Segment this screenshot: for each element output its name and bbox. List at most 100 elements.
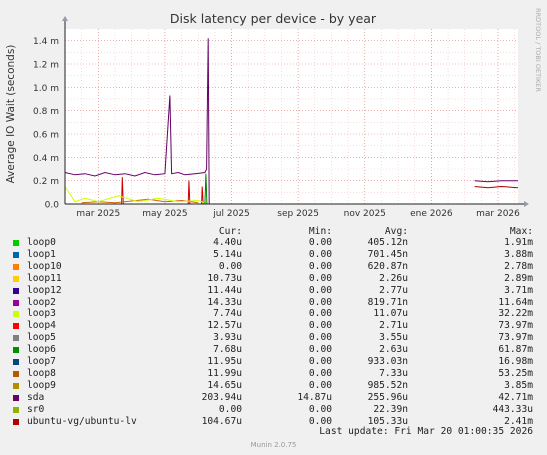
- legend-cur: 11.99u: [207, 367, 242, 379]
- legend-min: 0.00: [308, 308, 332, 320]
- legend-cur: 12.57u: [207, 320, 242, 332]
- series-line-loop6: [204, 173, 208, 205]
- legend-cur: 4.40u: [213, 237, 242, 248]
- series-line-loop4: [121, 177, 204, 205]
- legend-row: loop1 5.14u 0.00 701.45n 3.88m: [0, 249, 547, 261]
- legend-name: ubuntu-vg/ubuntu-lv: [27, 415, 137, 427]
- legend-row: ubuntu-vg/ubuntu-lv 104.67u 0.00 105.33u 2.4…: [0, 416, 547, 428]
- legend-cur: 104.67u: [201, 415, 242, 427]
- legend-cur: 0.00: [218, 260, 242, 272]
- chart-title: Disk latency per device - by year: [170, 11, 377, 26]
- legend-avg: 985.52n: [367, 379, 408, 391]
- legend-swatch: [13, 382, 19, 389]
- legend-min: 0.00: [308, 415, 332, 427]
- legend-min: 14.87u: [297, 391, 332, 403]
- side-label: RRDTOOL / TOBI OETIKER: [534, 8, 542, 92]
- legend-swatch: [13, 251, 19, 258]
- series-line-ubuntu-vg-ubuntu-lv: [474, 185, 519, 189]
- legend-swatch: [13, 311, 19, 318]
- legend-name: loop10: [27, 260, 62, 272]
- legend-cur: 11.44u: [207, 284, 242, 296]
- x-tick-label: may 2025: [142, 209, 187, 219]
- y-tick-label: 1.4 m: [33, 37, 59, 47]
- legend-row: loop10 0.00 0.00 620.87n 2.78m: [0, 261, 547, 273]
- legend-row: sr0 0.00 0.00 22.39n 443.33u: [0, 404, 547, 416]
- legend-row: sda 203.94u 14.87u 255.96u 42.71m: [0, 392, 547, 404]
- legend-name: sda: [27, 391, 45, 403]
- x-tick-label: sep 2025: [277, 209, 319, 219]
- legend-max: 3.71m: [504, 284, 533, 296]
- legend-name: loop7: [27, 356, 56, 367]
- legend-max: 3.85m: [504, 379, 533, 391]
- legend-swatch: [13, 335, 19, 342]
- last-update: Last update: Fri Mar 20 01:00:35 2026: [319, 426, 533, 437]
- legend-name: loop9: [27, 379, 56, 391]
- legend-max: 443.33u: [492, 403, 533, 415]
- legend-name: sr0: [27, 403, 45, 415]
- legend-avg: 933.03n: [367, 356, 408, 367]
- legend-avg: 620.87n: [367, 260, 408, 272]
- y-tick-label: 1.0 m: [33, 84, 59, 94]
- x-tick-label: jul 2025: [212, 209, 249, 219]
- legend-min: 0.00: [308, 332, 332, 344]
- legend-min: 0.00: [308, 403, 332, 415]
- legend-max: 2.78m: [504, 260, 533, 272]
- legend-avg: 2.63u: [379, 344, 408, 356]
- legend-header-avg: Avg:: [384, 226, 408, 237]
- x-tick-label: nov 2025: [344, 209, 386, 219]
- legend-avg: 255.96u: [367, 391, 408, 403]
- legend-min: 0.00: [308, 237, 332, 248]
- legend-name: loop0: [27, 237, 56, 248]
- legend-swatch: [13, 240, 19, 246]
- legend-avg: 2.26u: [379, 272, 408, 284]
- legend-cur: 0.00: [218, 403, 242, 415]
- legend-name: loop8: [27, 367, 56, 379]
- legend-row: loop11 10.73u 0.00 2.26u 2.89m: [0, 273, 547, 285]
- legend-avg: 7.33u: [379, 367, 408, 379]
- y-tick-label: 0.0: [45, 201, 60, 211]
- legend-max: 53.25m: [498, 367, 533, 379]
- legend-max: 11.64m: [498, 296, 533, 308]
- legend-min: 0.00: [308, 284, 332, 296]
- legend-avg: 2.71u: [379, 320, 408, 332]
- legend-avg: 11.07u: [373, 308, 408, 320]
- legend-row: loop2 14.33u 0.00 819.71n 11.64m: [0, 297, 547, 309]
- legend-max: 2.89m: [504, 272, 533, 284]
- legend-swatch: [13, 359, 19, 365]
- legend-name: loop4: [27, 320, 56, 332]
- series-line-loop3: [64, 186, 209, 205]
- legend-avg: 405.12n: [367, 237, 408, 248]
- legend-cur: 10.73u: [207, 272, 242, 284]
- legend-name: loop12: [27, 284, 62, 296]
- legend-max: 61.87m: [498, 344, 533, 356]
- x-axis-arrow: [524, 201, 529, 207]
- legend-avg: 819.71n: [367, 296, 408, 308]
- y-tick-label: 0.4 m: [33, 154, 59, 164]
- legend-row: loop9 14.65u 0.00 985.52n 3.85m: [0, 380, 547, 392]
- legend-avg: 3.55u: [379, 332, 408, 344]
- legend-max: 73.97m: [498, 320, 533, 332]
- legend-avg: 22.39n: [373, 403, 408, 415]
- legend-swatch: [13, 418, 19, 425]
- y-axis-label: Average IO Wait (seconds): [5, 45, 17, 184]
- legend-max: 3.88m: [504, 248, 533, 260]
- legend-row: loop4 12.57u 0.00 2.71u 73.97m: [0, 320, 547, 332]
- legend-swatch: [13, 347, 19, 354]
- series-line-sda: [474, 180, 518, 183]
- legend-max: 1.91m: [504, 237, 533, 248]
- legend-row: loop6 7.68u 0.00 2.63u 61.87m: [0, 344, 547, 356]
- legend-name: loop3: [27, 308, 56, 320]
- legend-max: 32.22m: [498, 308, 533, 320]
- footer: Munin 2.0.75: [250, 441, 297, 449]
- legend-swatch: [13, 394, 19, 401]
- legend-swatch: [13, 263, 19, 270]
- series-group: [64, 38, 519, 205]
- legend-cur: 203.94u: [201, 391, 242, 403]
- legend-min: 0.00: [308, 379, 332, 391]
- legend-swatch: [13, 406, 19, 413]
- legend-swatch: [13, 323, 19, 330]
- legend-row: loop7 11.95u 0.00 933.03n 16.98m: [0, 356, 547, 368]
- legend-cur: 14.65u: [207, 379, 242, 391]
- x-tick-label: ene 2026: [410, 209, 453, 219]
- axes: mar 2025 may 2025 jul 2025 sep 2025 nov 2025…: [33, 16, 529, 219]
